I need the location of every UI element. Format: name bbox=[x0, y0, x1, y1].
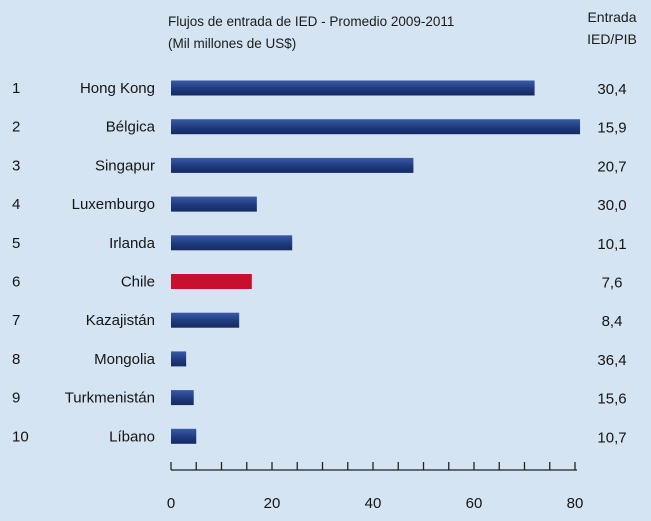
x-tick-label: 20 bbox=[264, 495, 281, 512]
bar bbox=[171, 80, 535, 96]
x-tick-label: 80 bbox=[567, 495, 584, 512]
bar bbox=[171, 390, 194, 406]
ratio-value: 20,7 bbox=[597, 158, 626, 175]
category-label: Mongolia bbox=[94, 351, 156, 368]
bar bbox=[171, 196, 257, 212]
ratio-value: 10,7 bbox=[597, 429, 626, 446]
rank-label: 2 bbox=[12, 119, 20, 136]
bar bbox=[171, 157, 414, 173]
category-label: Chile bbox=[121, 274, 155, 291]
category-label: Bélgica bbox=[106, 119, 156, 136]
ratio-value: 30,4 bbox=[597, 81, 626, 98]
ratio-value: 7,6 bbox=[602, 275, 623, 292]
ratio-value: 15,6 bbox=[597, 391, 626, 408]
ratio-header-line1: Entrada bbox=[587, 9, 636, 25]
ratio-value: 30,0 bbox=[597, 197, 626, 214]
x-tick-label: 40 bbox=[365, 495, 382, 512]
x-tick-label: 60 bbox=[466, 495, 483, 512]
bar bbox=[171, 119, 581, 135]
category-label: Hong Kong bbox=[80, 80, 155, 97]
rank-label: 9 bbox=[12, 390, 20, 407]
rank-label: 4 bbox=[12, 196, 20, 213]
category-label: Turkmenistán bbox=[65, 390, 155, 407]
category-label: Luxemburgo bbox=[72, 196, 155, 213]
chart-subtitle: (Mil millones de US$) bbox=[168, 36, 296, 51]
category-label: Kazajistán bbox=[86, 312, 155, 329]
rank-label: 1 bbox=[12, 80, 20, 97]
bar bbox=[171, 351, 187, 367]
bar bbox=[171, 312, 240, 328]
rank-label: 6 bbox=[12, 274, 20, 291]
category-label: Singapur bbox=[95, 157, 155, 174]
category-label: Irlanda bbox=[109, 235, 156, 252]
ratio-value: 10,1 bbox=[597, 236, 626, 253]
ratio-value: 8,4 bbox=[602, 313, 623, 330]
chart-title: Flujos de entrada de IED - Promedio 2009… bbox=[168, 14, 454, 29]
bar bbox=[171, 428, 197, 444]
rank-label: 8 bbox=[12, 351, 20, 368]
bar bbox=[171, 235, 293, 251]
rank-label: 3 bbox=[12, 157, 20, 174]
rank-label: 7 bbox=[12, 312, 20, 329]
bar-highlight bbox=[171, 274, 252, 289]
ratio-header-line2: IED/PIB bbox=[587, 31, 637, 47]
category-label: Líbano bbox=[109, 428, 155, 445]
ratio-value: 36,4 bbox=[597, 352, 626, 369]
rank-label: 5 bbox=[12, 235, 20, 252]
ratio-value: 15,9 bbox=[597, 120, 626, 137]
rank-label: 10 bbox=[12, 428, 29, 445]
x-tick-label: 0 bbox=[167, 495, 175, 512]
